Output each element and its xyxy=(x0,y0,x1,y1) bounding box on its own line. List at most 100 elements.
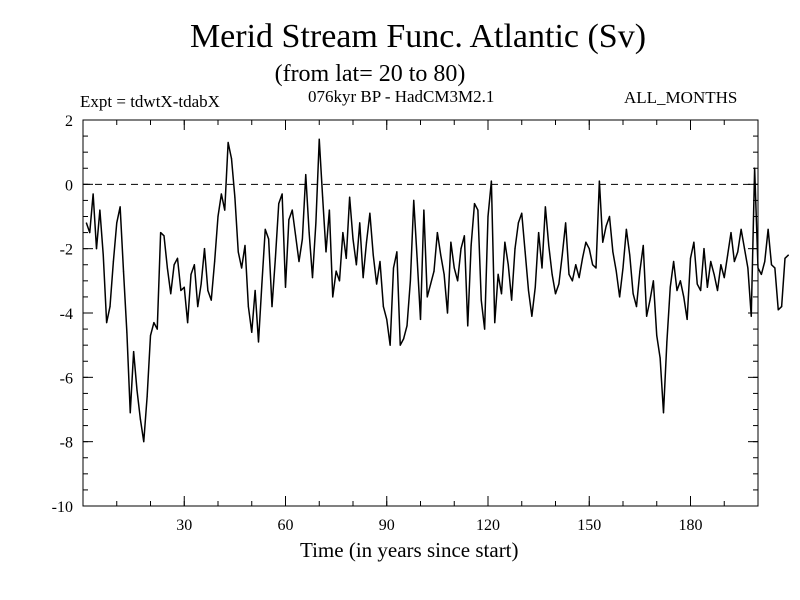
data-point xyxy=(332,296,334,298)
data-point xyxy=(399,344,401,346)
data-point xyxy=(136,389,138,391)
data-point xyxy=(170,293,172,295)
y-tick-labels: 2 0 -2 -4 -6 -8 -10 xyxy=(52,113,73,516)
data-point xyxy=(575,264,577,266)
data-point xyxy=(565,222,567,224)
data-point xyxy=(403,338,405,340)
data-point xyxy=(737,251,739,253)
data-point xyxy=(352,238,354,240)
data-point xyxy=(629,254,631,256)
data-point xyxy=(764,260,766,263)
data-point xyxy=(217,215,219,218)
x-tick-label: 120 xyxy=(476,517,500,534)
data-point xyxy=(379,260,381,263)
data-point xyxy=(443,273,445,275)
data-point xyxy=(129,412,131,414)
x-tick-label: 90 xyxy=(379,517,395,534)
data-point xyxy=(109,305,111,308)
data-point xyxy=(463,235,465,237)
data-point xyxy=(99,209,101,211)
data-point xyxy=(740,228,742,230)
data-point xyxy=(234,196,236,198)
data-point xyxy=(656,334,658,337)
data-point xyxy=(760,273,762,275)
experiment-label: Expt = tdwtX-tdabX xyxy=(80,92,220,111)
data-point xyxy=(487,215,489,218)
data-point xyxy=(561,254,563,256)
data-point xyxy=(423,209,425,211)
x-tick-label: 30 xyxy=(176,517,192,534)
x-tick-label: 60 xyxy=(278,517,294,534)
data-point xyxy=(436,231,438,234)
data-point xyxy=(504,241,506,243)
data-point xyxy=(679,280,681,282)
data-point xyxy=(548,244,550,247)
data-point xyxy=(632,293,634,295)
data-point xyxy=(784,257,786,259)
data-point xyxy=(288,219,290,221)
data-point xyxy=(190,273,192,275)
data-point xyxy=(180,289,182,292)
data-point xyxy=(372,254,374,256)
data-point xyxy=(592,264,594,266)
data-point xyxy=(342,231,344,234)
data-point xyxy=(146,396,148,398)
data-point xyxy=(200,283,202,285)
data-point xyxy=(612,251,614,253)
data-point xyxy=(241,267,243,269)
x-tick-label: 150 xyxy=(577,517,601,534)
data-point xyxy=(261,283,263,285)
data-point xyxy=(392,267,395,269)
data-point xyxy=(723,277,725,279)
data-point xyxy=(622,267,624,269)
data-point xyxy=(777,309,779,311)
data-point xyxy=(507,264,509,266)
data-point xyxy=(605,225,607,227)
data-point xyxy=(102,254,104,256)
data-point xyxy=(673,260,675,263)
data-point xyxy=(301,238,303,240)
data-point xyxy=(754,167,756,169)
data-point xyxy=(295,235,297,237)
data-point xyxy=(484,328,486,330)
y-tick-label: -8 xyxy=(60,435,73,452)
data-points xyxy=(85,138,789,443)
data-point xyxy=(497,273,499,275)
data-point xyxy=(544,206,546,208)
data-point xyxy=(527,289,530,292)
data-point xyxy=(669,286,671,288)
data-point xyxy=(733,260,735,263)
data-point xyxy=(770,264,773,266)
data-point xyxy=(187,322,189,324)
data-point xyxy=(531,315,533,317)
data-point xyxy=(473,203,476,205)
data-point xyxy=(659,357,661,359)
y-tick-label: 0 xyxy=(65,177,73,194)
data-point xyxy=(406,325,408,327)
data-point xyxy=(571,280,573,282)
data-point xyxy=(89,231,91,234)
data-point xyxy=(92,193,94,195)
data-point xyxy=(254,289,256,292)
data-point xyxy=(274,257,276,259)
data-point xyxy=(433,270,435,272)
data-point xyxy=(224,209,226,211)
data-point xyxy=(268,238,270,240)
data-point xyxy=(747,267,749,269)
data-point xyxy=(281,193,283,195)
data-point xyxy=(683,296,685,298)
data-point xyxy=(534,286,536,288)
data-point xyxy=(271,305,273,308)
data-point xyxy=(457,280,459,282)
chart-subtitle: (from lat= 20 to 80) xyxy=(274,61,466,87)
data-point xyxy=(453,267,455,269)
data-point xyxy=(750,315,752,317)
data-point xyxy=(430,283,432,285)
data-point xyxy=(119,206,121,208)
data-point xyxy=(581,257,584,259)
chart-title: Merid Stream Func. Atlantic (Sv) xyxy=(189,18,647,55)
data-point xyxy=(480,299,482,301)
data-point xyxy=(426,296,428,298)
data-point xyxy=(727,254,729,256)
